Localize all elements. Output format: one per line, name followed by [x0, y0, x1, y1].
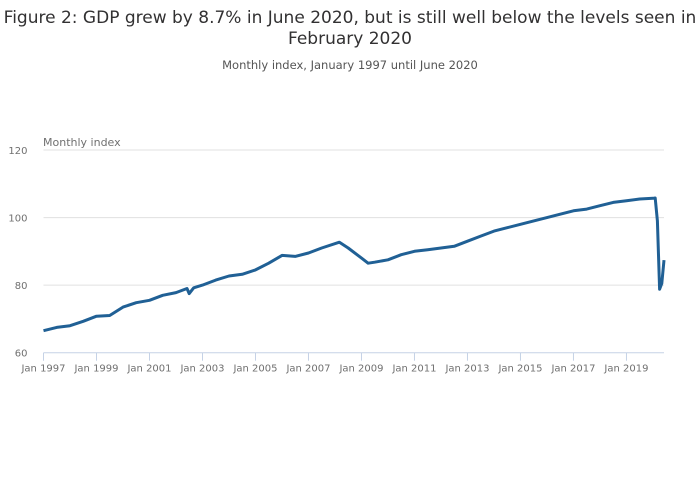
- x-tick-label: Jan 2005: [232, 364, 277, 375]
- y-tick-label: 120: [8, 146, 27, 157]
- x-tick-label: Jan 2009: [338, 364, 383, 375]
- x-tick-label: Jan 1999: [73, 364, 118, 375]
- x-tick-label: Jan 2019: [603, 364, 648, 375]
- gdp-series-line: [43, 196, 666, 333]
- x-tick-label: Jan 2015: [497, 364, 542, 375]
- chart-subtitle: Monthly index, January 1997 until June 2…: [222, 58, 478, 72]
- y-axis-label: Monthly index: [43, 136, 121, 149]
- x-tick-label: Jan 2007: [285, 364, 330, 375]
- x-tick-label: Jan 2017: [550, 364, 595, 375]
- y-tick-label: 60: [15, 349, 28, 360]
- y-tick-label: 100: [8, 214, 27, 225]
- y-tick-label: 80: [15, 281, 28, 292]
- x-tick-label: Jan 2011: [391, 364, 436, 375]
- x-tick-label: Jan 2003: [179, 364, 224, 375]
- chart-title: Figure 2: GDP grew by 8.7% in June 2020,…: [3, 8, 697, 49]
- x-tick-label: Jan 2001: [126, 364, 171, 375]
- x-tick-label: Jan 1997: [20, 364, 65, 375]
- x-tick-label: Jan 2013: [444, 364, 489, 375]
